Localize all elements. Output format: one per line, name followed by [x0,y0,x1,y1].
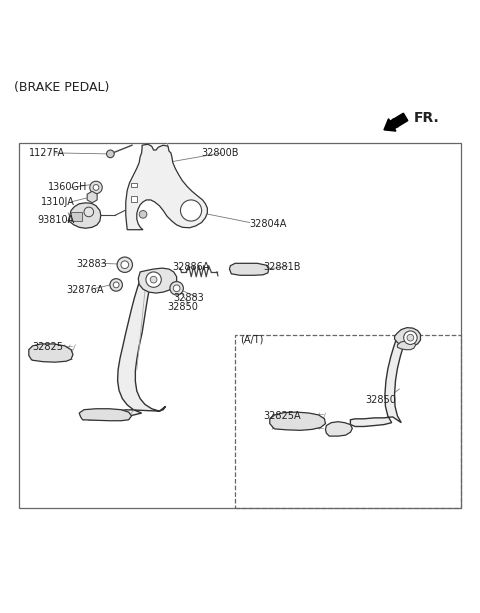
Circle shape [173,285,180,292]
Circle shape [107,150,114,158]
Text: 32804A: 32804A [250,219,287,229]
Polygon shape [79,409,132,421]
Circle shape [407,334,414,341]
Circle shape [121,261,129,268]
Text: 32883: 32883 [77,259,108,269]
Text: 32850: 32850 [167,302,198,311]
Circle shape [150,276,157,283]
Text: 32825A: 32825A [263,411,300,421]
Circle shape [404,331,417,345]
FancyArrow shape [384,113,408,131]
Circle shape [146,272,161,287]
Polygon shape [270,412,325,430]
Polygon shape [131,196,137,202]
Bar [19,143,461,508]
Circle shape [139,210,147,218]
Circle shape [113,282,119,287]
Text: 32850: 32850 [366,395,396,405]
Polygon shape [68,203,101,228]
Polygon shape [126,144,207,230]
Circle shape [117,257,132,272]
Polygon shape [325,422,352,436]
Polygon shape [350,339,406,427]
Text: 1310JA: 1310JA [41,197,75,207]
Text: 32876A: 32876A [66,284,104,295]
Text: 32883: 32883 [174,293,204,303]
Circle shape [180,200,202,221]
Text: (A/T): (A/T) [240,334,264,344]
Circle shape [93,185,99,191]
Polygon shape [397,341,416,349]
Circle shape [110,279,122,291]
Text: 32825: 32825 [33,342,64,352]
Text: 1360GH: 1360GH [48,183,87,192]
Circle shape [90,181,102,194]
Polygon shape [395,327,420,347]
Polygon shape [138,268,177,293]
Text: (BRAKE PEDAL): (BRAKE PEDAL) [14,81,110,94]
Polygon shape [71,213,82,221]
Polygon shape [29,344,73,362]
Circle shape [84,207,94,217]
Text: 32800B: 32800B [202,148,239,158]
Text: 32886A: 32886A [172,262,209,272]
Polygon shape [87,191,97,203]
Polygon shape [131,183,137,188]
Text: 32881B: 32881B [263,262,300,272]
Text: 93810A: 93810A [37,215,75,225]
Polygon shape [84,272,166,420]
Bar [235,335,461,508]
Text: 1127FA: 1127FA [29,148,65,158]
Text: FR.: FR. [414,111,440,125]
Circle shape [170,281,183,295]
Polygon shape [229,264,269,275]
